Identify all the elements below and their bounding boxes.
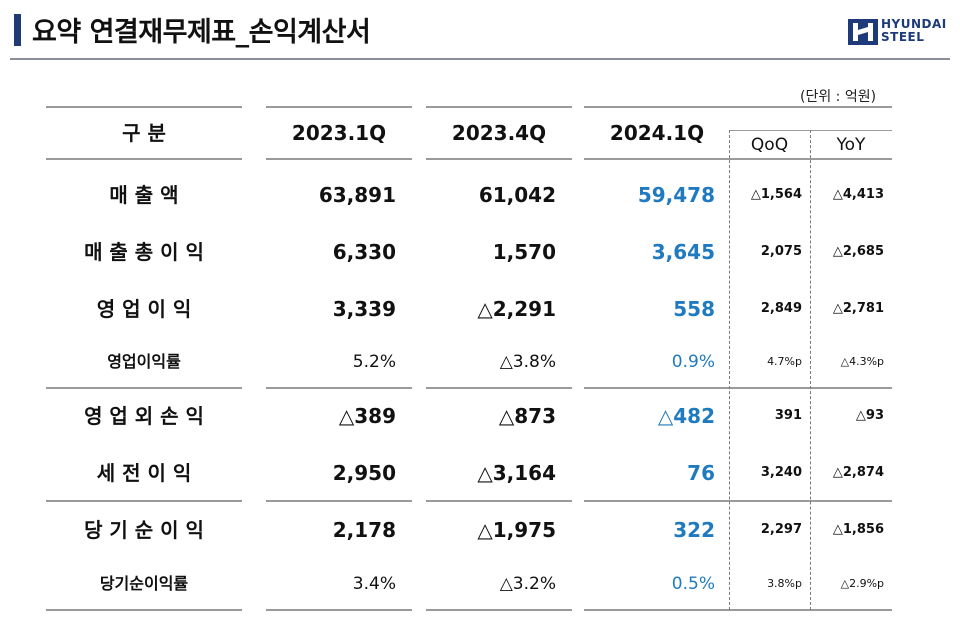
cell-qoq: 3,240 bbox=[760, 465, 802, 480]
cell-2023-4q: 61,042 bbox=[478, 183, 556, 207]
cell-2024-1q: 0.5% bbox=[671, 574, 715, 594]
group-separator bbox=[584, 387, 892, 389]
group-separator bbox=[46, 387, 242, 389]
cell-2023-1q: 63,891 bbox=[318, 183, 396, 207]
row-label: 영업이익률 bbox=[107, 352, 181, 371]
cell-2023-1q: 3,339 bbox=[332, 297, 396, 321]
row-label: 당기순이익률 bbox=[99, 574, 189, 593]
header-bottom-line bbox=[266, 158, 412, 160]
title-accent-bar bbox=[14, 14, 21, 46]
cell-qoq: 391 bbox=[774, 408, 802, 423]
cell-yoy: △2.9%p bbox=[840, 577, 884, 590]
cell-yoy: △2,685 bbox=[832, 244, 884, 259]
header-bottom-line bbox=[584, 158, 892, 160]
table-bottom-line bbox=[584, 609, 892, 611]
table-top-line bbox=[266, 106, 412, 108]
hyundai-steel-logo-icon bbox=[848, 19, 878, 45]
row-label: 매 출 총 이 익 bbox=[84, 240, 204, 264]
cell-2023-4q: △3.2% bbox=[499, 574, 556, 594]
group-separator bbox=[584, 500, 892, 502]
header-divider bbox=[10, 58, 950, 60]
header-2023-1q: 2023.1Q bbox=[291, 121, 387, 145]
cell-qoq: △1,564 bbox=[750, 187, 802, 202]
header-category: 구 분 bbox=[122, 121, 166, 145]
cell-qoq: 4.7%p bbox=[767, 355, 802, 368]
unit-label: (단위 : 억원) bbox=[800, 89, 877, 105]
cell-2024-1q: 0.9% bbox=[671, 352, 715, 372]
cell-2023-4q: △3,164 bbox=[477, 461, 556, 485]
cell-qoq: 2,849 bbox=[760, 301, 802, 316]
table-top-line bbox=[46, 106, 242, 108]
header-bottom-line bbox=[426, 158, 572, 160]
header-2023-4q: 2023.4Q bbox=[451, 121, 547, 145]
hyundai-steel-logo: HYUNDAI STEEL bbox=[848, 17, 946, 47]
cell-yoy: △4,413 bbox=[832, 187, 884, 202]
cell-yoy: △4.3%p bbox=[840, 355, 884, 368]
row-label: 영 업 외 손 익 bbox=[84, 404, 204, 428]
qoq-left-divider bbox=[729, 130, 730, 610]
table-bottom-line bbox=[266, 609, 412, 611]
table-top-line bbox=[426, 106, 572, 108]
cell-yoy: △93 bbox=[855, 408, 884, 423]
cell-yoy: △1,856 bbox=[832, 522, 884, 537]
header-bottom-line bbox=[46, 158, 242, 160]
cell-2023-4q: △2,291 bbox=[477, 297, 556, 321]
cell-2023-1q: 2,178 bbox=[332, 518, 396, 542]
row-label: 당 기 순 이 익 bbox=[84, 518, 204, 542]
yoy-left-divider bbox=[810, 130, 811, 610]
group-separator bbox=[426, 387, 572, 389]
cell-2023-1q: 6,330 bbox=[332, 240, 396, 264]
cell-yoy: △2,781 bbox=[832, 301, 884, 316]
group-separator bbox=[46, 500, 242, 502]
cell-yoy: △2,874 bbox=[832, 465, 884, 480]
table-top-line bbox=[584, 106, 892, 108]
cell-2024-1q: 322 bbox=[673, 518, 715, 542]
cell-2024-1q: 558 bbox=[673, 297, 715, 321]
cell-2023-1q: △389 bbox=[338, 404, 396, 428]
cell-qoq: 2,075 bbox=[760, 244, 802, 259]
cell-2024-1q: 59,478 bbox=[637, 183, 715, 207]
cell-2023-1q: 2,950 bbox=[332, 461, 396, 485]
cell-2024-1q: △482 bbox=[657, 404, 715, 428]
cell-qoq: 3.8%p bbox=[767, 577, 802, 590]
group-separator bbox=[426, 500, 572, 502]
logo-text-line2: STEEL bbox=[881, 30, 925, 44]
cell-qoq: 2,297 bbox=[760, 522, 802, 537]
cell-2023-4q: △1,975 bbox=[477, 518, 556, 542]
cell-2023-1q: 5.2% bbox=[352, 352, 396, 372]
row-label: 영 업 이 익 bbox=[96, 297, 192, 321]
cell-2024-1q: 76 bbox=[687, 461, 715, 485]
header-yoy: YoY bbox=[836, 135, 866, 155]
row-label: 세 전 이 익 bbox=[96, 461, 192, 485]
cell-2024-1q: 3,645 bbox=[651, 240, 715, 264]
table-bottom-line bbox=[46, 609, 242, 611]
cell-2023-1q: 3.4% bbox=[352, 574, 396, 594]
cell-2023-4q: △3.8% bbox=[499, 352, 556, 372]
group-separator bbox=[266, 387, 412, 389]
header-qoq: QoQ bbox=[750, 135, 789, 155]
page-title: 요약 연결재무제표_손익계산서 bbox=[32, 17, 371, 48]
group-separator bbox=[266, 500, 412, 502]
table-bottom-line bbox=[426, 609, 572, 611]
logo-text-line1: HYUNDAI bbox=[881, 17, 947, 31]
cell-2023-4q: △873 bbox=[498, 404, 556, 428]
row-label: 매 출 액 bbox=[109, 183, 179, 207]
header-2024-1q: 2024.1Q bbox=[609, 121, 705, 145]
cell-2023-4q: 1,570 bbox=[492, 240, 556, 264]
